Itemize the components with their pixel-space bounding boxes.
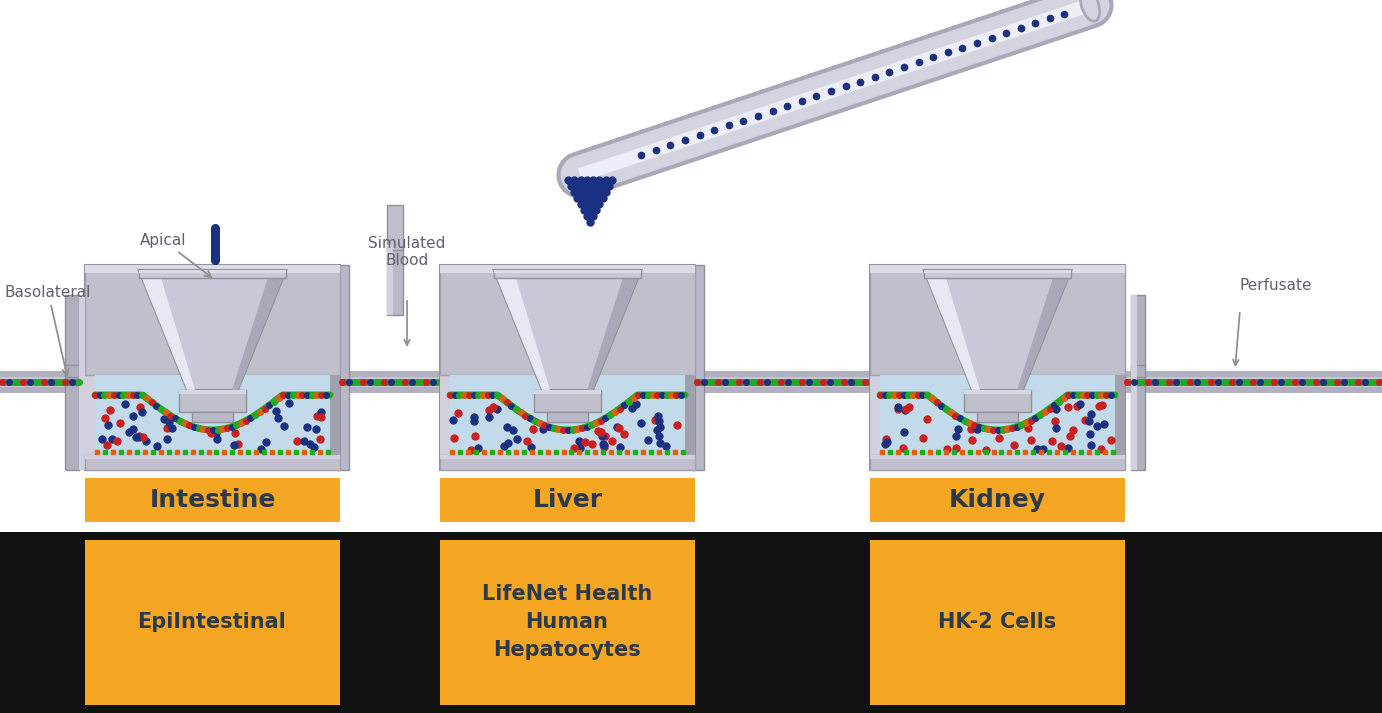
Bar xyxy=(439,265,695,470)
Bar xyxy=(439,265,451,470)
Bar xyxy=(1115,265,1125,470)
Text: Kidney: Kidney xyxy=(949,488,1046,512)
Bar xyxy=(387,245,392,315)
Bar xyxy=(340,371,439,393)
Bar xyxy=(871,265,1125,273)
Bar xyxy=(871,478,1125,522)
Bar xyxy=(439,265,695,273)
Text: HK-2 Cells: HK-2 Cells xyxy=(938,612,1056,632)
Bar xyxy=(86,265,340,273)
Text: Perfusate: Perfusate xyxy=(1240,277,1313,292)
Bar xyxy=(387,245,404,315)
Polygon shape xyxy=(138,270,195,390)
Bar xyxy=(95,375,330,455)
Polygon shape xyxy=(493,270,641,390)
Bar xyxy=(965,390,1031,412)
Bar xyxy=(685,265,695,470)
Bar xyxy=(1130,365,1146,377)
Bar xyxy=(439,540,695,705)
Text: Intestine: Intestine xyxy=(149,488,275,512)
Bar xyxy=(493,270,641,278)
Polygon shape xyxy=(923,270,980,390)
Bar xyxy=(439,478,695,522)
Bar xyxy=(65,295,79,470)
Bar xyxy=(692,265,703,470)
Bar xyxy=(493,270,641,273)
Text: Basolateral: Basolateral xyxy=(6,285,91,375)
Polygon shape xyxy=(232,270,286,390)
Bar xyxy=(180,390,246,412)
Polygon shape xyxy=(493,270,550,390)
Polygon shape xyxy=(138,270,286,390)
Bar xyxy=(138,270,286,273)
Bar xyxy=(86,455,340,459)
Text: LifeNet Health
Human
Hepatocytes: LifeNet Health Human Hepatocytes xyxy=(482,585,652,660)
Bar xyxy=(340,387,439,393)
Bar xyxy=(871,540,1125,705)
Bar xyxy=(1125,371,1382,377)
Bar xyxy=(923,270,1071,278)
Bar xyxy=(977,412,1019,422)
Bar xyxy=(340,371,439,377)
Bar xyxy=(86,265,340,375)
Bar xyxy=(871,265,1125,470)
Polygon shape xyxy=(1017,270,1071,390)
Bar xyxy=(533,390,601,394)
Polygon shape xyxy=(923,270,1071,390)
Bar xyxy=(1125,387,1382,393)
Bar xyxy=(1130,295,1146,470)
Bar xyxy=(880,375,1115,455)
Bar xyxy=(1125,371,1382,393)
Bar xyxy=(192,412,234,422)
Bar xyxy=(871,455,1125,470)
Bar xyxy=(0,371,86,393)
Bar xyxy=(387,205,404,250)
Text: Simulated
Blood: Simulated Blood xyxy=(369,235,445,268)
Bar xyxy=(86,540,340,705)
Bar xyxy=(86,265,95,470)
Text: EpiIntestinal: EpiIntestinal xyxy=(138,612,286,632)
Bar xyxy=(547,412,587,422)
Bar xyxy=(79,295,86,470)
Bar xyxy=(695,387,871,393)
Text: Apical: Apical xyxy=(140,233,211,277)
Bar xyxy=(65,365,79,377)
Bar xyxy=(695,371,871,393)
Bar xyxy=(1130,295,1137,470)
Bar xyxy=(138,270,286,278)
Text: Liver: Liver xyxy=(532,488,603,512)
Bar xyxy=(533,390,601,412)
Bar xyxy=(86,265,340,470)
Bar xyxy=(330,265,340,470)
Bar xyxy=(871,455,1125,459)
Bar xyxy=(439,455,695,470)
Bar xyxy=(871,265,1125,375)
Bar xyxy=(337,265,350,470)
Bar xyxy=(86,455,340,470)
Bar xyxy=(86,478,340,522)
Bar xyxy=(0,371,86,377)
Polygon shape xyxy=(587,270,641,390)
Bar xyxy=(0,532,1382,713)
Ellipse shape xyxy=(1081,0,1100,21)
Bar xyxy=(439,265,695,375)
Bar xyxy=(451,375,685,455)
Bar xyxy=(923,270,1071,273)
Bar xyxy=(965,390,1031,394)
Bar xyxy=(0,387,86,393)
Bar xyxy=(180,390,246,394)
Bar xyxy=(871,265,880,470)
Bar xyxy=(439,455,695,459)
Bar xyxy=(695,371,871,377)
